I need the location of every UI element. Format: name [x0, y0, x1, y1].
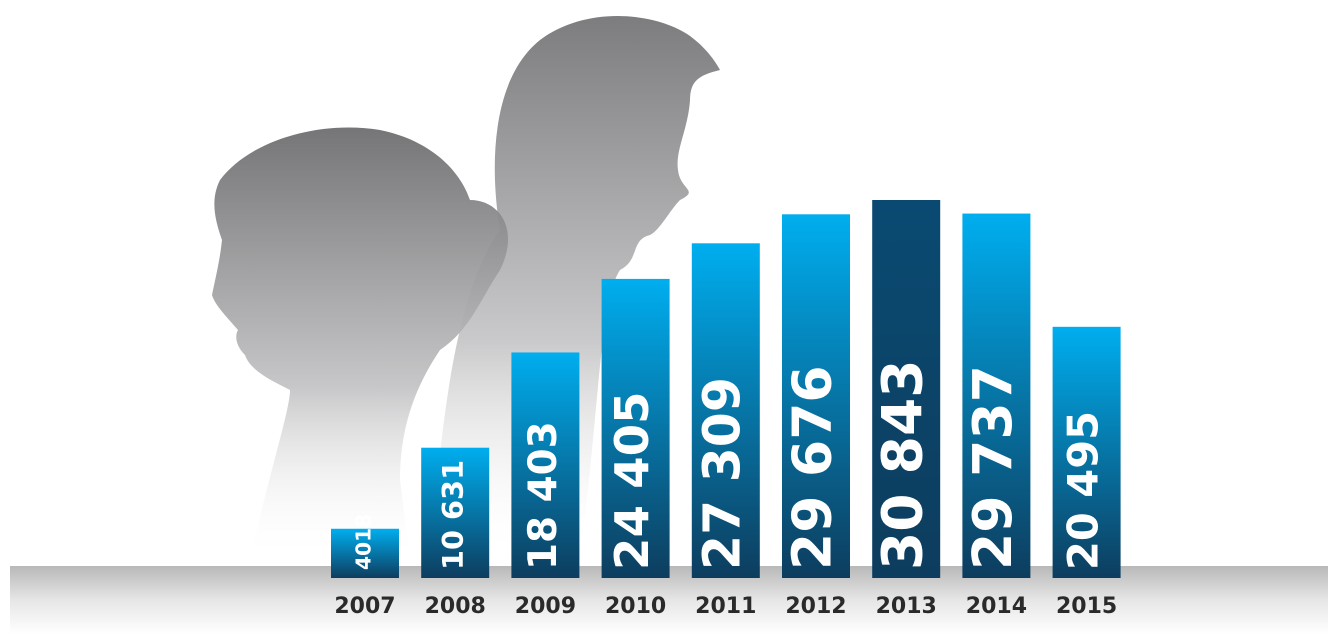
- x-tick-label: 2007: [334, 594, 395, 619]
- value-label: 29 737: [961, 365, 1024, 570]
- value-label: 27 309: [692, 377, 751, 570]
- x-tick-label: 2013: [876, 594, 937, 619]
- x-tick-label: 2010: [605, 594, 666, 619]
- value-label: 10 631: [436, 460, 470, 570]
- x-tick-label: 2012: [785, 594, 846, 619]
- value-label: 20 495: [1059, 411, 1108, 570]
- x-tick-label: 2015: [1056, 594, 1117, 619]
- chart: 4018 2007 10 631 2008 18 403 2009 24 405 2010 27…: [0, 0, 1328, 634]
- value-label: 18 403: [521, 421, 566, 570]
- page: {"chart_data": {"type": "bar", "categori…: [0, 0, 1328, 634]
- x-tick-label: 2014: [966, 594, 1027, 619]
- x-tick-label: 2008: [425, 594, 486, 619]
- x-tick-label: 2009: [515, 594, 576, 619]
- value-label: 29 676: [781, 365, 844, 570]
- value-label: 4018: [352, 514, 376, 570]
- value-label: 24 405: [606, 391, 660, 570]
- x-tick-label: 2011: [695, 594, 756, 619]
- value-label: 30 843: [870, 360, 934, 571]
